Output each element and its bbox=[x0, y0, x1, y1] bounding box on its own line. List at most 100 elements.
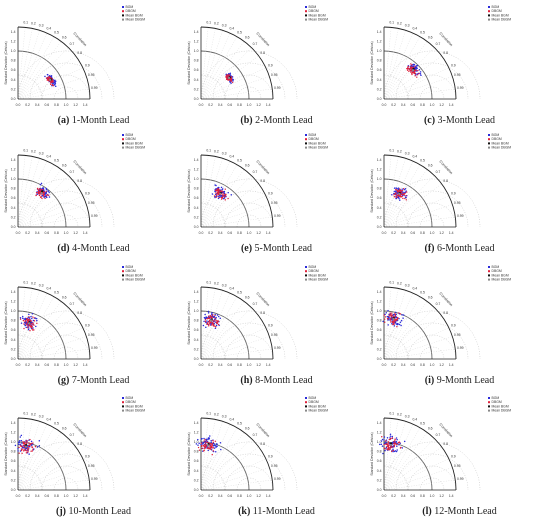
bgm-point bbox=[47, 190, 50, 193]
panel-e: 0.0 0.0 0.2 0.2 0.4 0.4 0.6 0.6 0.8 0.8 1.0 1.0 1.2 1… bbox=[185, 130, 368, 260]
corr-tick-label: 0.2 bbox=[397, 413, 402, 417]
bgm-point bbox=[216, 445, 218, 448]
corr-tick-label: 0.9 bbox=[85, 454, 90, 458]
corr-line bbox=[17, 36, 55, 100]
dbgm-point bbox=[397, 190, 400, 192]
x-tick-label: 0.6 bbox=[410, 494, 415, 498]
corr-line bbox=[200, 479, 273, 491]
dbgm-point bbox=[22, 441, 25, 444]
outer-arc bbox=[200, 154, 274, 228]
rms-arc bbox=[212, 453, 286, 491]
dbgm-point bbox=[19, 444, 22, 447]
bgm-point bbox=[19, 316, 22, 319]
corr-tick-label: 0.99 bbox=[457, 214, 464, 218]
legend-label: DBGM bbox=[492, 137, 502, 141]
x-tick-label: 0.0 bbox=[199, 494, 204, 498]
dbgm-point bbox=[409, 66, 412, 68]
x-tick-label: 0.2 bbox=[391, 231, 396, 235]
dbgm-point bbox=[27, 319, 30, 321]
bgm-point bbox=[207, 312, 210, 314]
corr-line bbox=[17, 30, 40, 100]
y-tick-label: 1.2 bbox=[194, 167, 199, 171]
corr-tick-label: 0.8 bbox=[77, 311, 82, 315]
corr-line bbox=[17, 418, 26, 491]
bgm-point bbox=[36, 193, 38, 195]
x-tick-label: 0.0 bbox=[199, 231, 204, 235]
dbgm-point bbox=[388, 315, 390, 317]
rms-arc bbox=[17, 310, 115, 360]
dbgm-point bbox=[25, 450, 28, 452]
y-tick-label: 1.2 bbox=[377, 167, 382, 171]
sd-arc bbox=[383, 178, 433, 228]
corr-tick-label: 0.5 bbox=[237, 158, 242, 162]
legend-label: BGM bbox=[309, 5, 317, 9]
dbgm-point bbox=[31, 450, 34, 452]
y-axis-label: Standard Deviation (Celsius) bbox=[4, 432, 8, 475]
dbgm-point bbox=[411, 73, 413, 76]
sd-arc bbox=[17, 178, 67, 228]
dbgm-point bbox=[392, 442, 395, 445]
dbgm-point bbox=[33, 329, 35, 331]
dbgm-point bbox=[399, 196, 401, 198]
x-tick-label: 0.4 bbox=[218, 231, 223, 235]
dbgm-point bbox=[396, 195, 398, 197]
corr-tick-label: 0.7 bbox=[436, 433, 441, 437]
dbgm-point bbox=[230, 77, 233, 80]
bgm-point bbox=[389, 435, 392, 437]
y-tick-label: 0.2 bbox=[194, 347, 199, 351]
corr-tick-label: 0.99 bbox=[274, 477, 281, 481]
rms-arc bbox=[224, 202, 274, 228]
dbgm-point bbox=[24, 321, 26, 323]
dbgm-point bbox=[203, 440, 205, 442]
corr-line bbox=[200, 155, 209, 228]
x-tick-label: 0.6 bbox=[44, 103, 49, 107]
x-tick-label: 1.4 bbox=[83, 494, 88, 498]
dbgm-point bbox=[30, 442, 33, 445]
dbgm-point bbox=[36, 322, 38, 325]
dbgm-point bbox=[222, 195, 224, 197]
dbgm-point bbox=[20, 449, 23, 452]
dbgm-point bbox=[215, 194, 218, 197]
dbgm-point bbox=[211, 322, 213, 324]
y-tick-label: 0.4 bbox=[194, 206, 199, 210]
dbgm-point bbox=[212, 441, 215, 444]
rms-arc bbox=[200, 50, 298, 100]
corr-tick-label: 0.4 bbox=[46, 286, 51, 290]
dbgm-point bbox=[29, 324, 31, 327]
sd-arc bbox=[200, 310, 250, 360]
dbgm-point bbox=[201, 445, 203, 448]
corr-axis-label: Correlation bbox=[255, 292, 270, 308]
dbgm-point bbox=[390, 450, 393, 453]
x-tick-label: 1.4 bbox=[449, 103, 454, 107]
bgm-point bbox=[218, 186, 220, 189]
corr-tick-label: 0.1 bbox=[23, 280, 28, 284]
corr-line bbox=[200, 348, 273, 360]
panel-g: 0.0 0.0 0.2 0.2 0.4 0.4 0.6 0.6 0.8 0.8 1.0 1.0 1.2 1… bbox=[2, 262, 185, 392]
dbgm-point bbox=[391, 314, 393, 316]
outer-arc bbox=[383, 26, 457, 100]
rms-arc bbox=[236, 477, 262, 491]
x-tick-label: 0.8 bbox=[54, 363, 59, 367]
bgm-point bbox=[214, 313, 216, 316]
y-axis-label: Standard Deviation (Celsius) bbox=[4, 41, 8, 84]
dbgm-point bbox=[224, 188, 226, 190]
legend-marker bbox=[488, 401, 490, 404]
y-tick-label: 1.0 bbox=[11, 177, 16, 181]
dbgm-point bbox=[390, 319, 392, 321]
y-tick-label: 0.4 bbox=[377, 78, 382, 82]
sd-arc bbox=[17, 202, 43, 228]
legend-label: DBGM bbox=[309, 269, 319, 273]
corr-tick-label: 0.3 bbox=[39, 415, 44, 419]
bgm-point bbox=[41, 194, 44, 197]
x-tick-label: 0.8 bbox=[420, 494, 425, 498]
x-tick-label: 1.4 bbox=[266, 494, 271, 498]
legend-label: Mean BGM bbox=[309, 13, 326, 17]
sd-arc bbox=[200, 465, 226, 491]
rms-arc bbox=[395, 62, 469, 100]
legend-marker bbox=[122, 397, 124, 399]
rms-arc bbox=[224, 74, 274, 100]
corr-tick-label: 0.2 bbox=[31, 22, 36, 26]
y-tick-label: 0.2 bbox=[11, 215, 16, 219]
bgm-point bbox=[210, 323, 213, 325]
rms-arc bbox=[419, 214, 445, 228]
